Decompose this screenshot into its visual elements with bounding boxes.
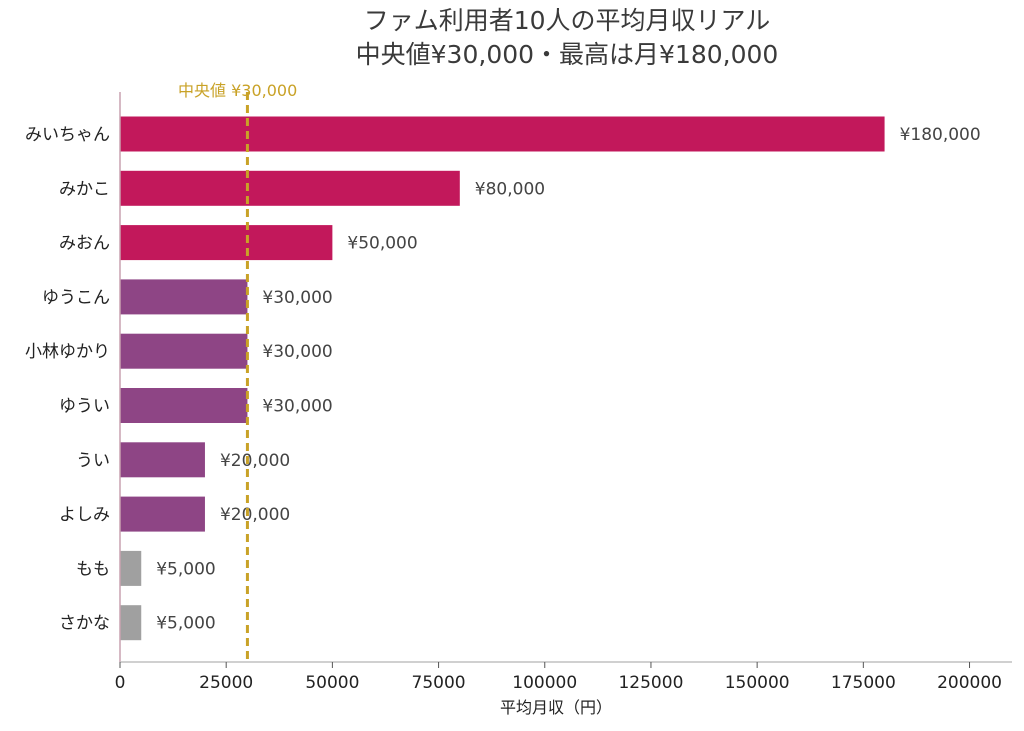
value-label: ¥5,000 [156,614,215,634]
value-label: ¥30,000 [262,342,332,362]
category-label: みいちゃん [25,125,110,145]
bar [120,496,205,532]
value-label: ¥30,000 [262,288,332,308]
value-label: ¥5,000 [156,559,215,579]
x-tick-label: 125000 [618,673,683,693]
bar [120,116,885,152]
x-tick-label: 100000 [512,673,577,693]
x-tick-label: 75000 [412,673,466,693]
category-label: 小林ゆかり [25,342,110,362]
bar [120,225,333,261]
value-label: ¥80,000 [475,179,545,199]
x-axis-label: 平均月収（円） [500,698,612,717]
category-label: うい [76,451,110,471]
bar [120,550,142,586]
chart-title-line-1: ファム利用者10人の平均月収リアル [363,6,771,35]
chart-title: ファム利用者10人の平均月収リアル 中央値¥30,000・最高は月¥180,00… [0,4,1024,72]
category-label: みかこ [59,179,110,199]
category-label: みおん [59,234,110,254]
bar [120,279,248,315]
value-label: ¥50,000 [347,234,417,254]
value-label: ¥30,000 [262,397,332,417]
x-tick-label: 200000 [937,673,1002,693]
value-label: ¥180,000 [900,125,981,145]
median-reference-label: 中央値 ¥30,000 [178,81,297,100]
x-tick-label: 175000 [831,673,896,693]
value-label: ¥20,000 [220,505,290,525]
x-tick-label: 25000 [199,673,253,693]
category-label: もも [76,559,110,579]
bar [120,333,248,369]
bar [120,170,460,206]
value-label: ¥20,000 [220,451,290,471]
chart-title-line-2: 中央値¥30,000・最高は月¥180,000 [355,40,779,69]
category-label: ゆうこん [42,288,110,308]
bar [120,388,248,423]
x-tick-label: 50000 [305,673,359,693]
x-tick-label: 150000 [725,673,790,693]
category-label: ゆうい [59,397,110,417]
bar [120,442,205,478]
bar [120,605,142,641]
x-tick-label: 0 [115,673,126,693]
category-label: さかな [59,614,110,634]
category-label: よしみ [59,505,110,525]
